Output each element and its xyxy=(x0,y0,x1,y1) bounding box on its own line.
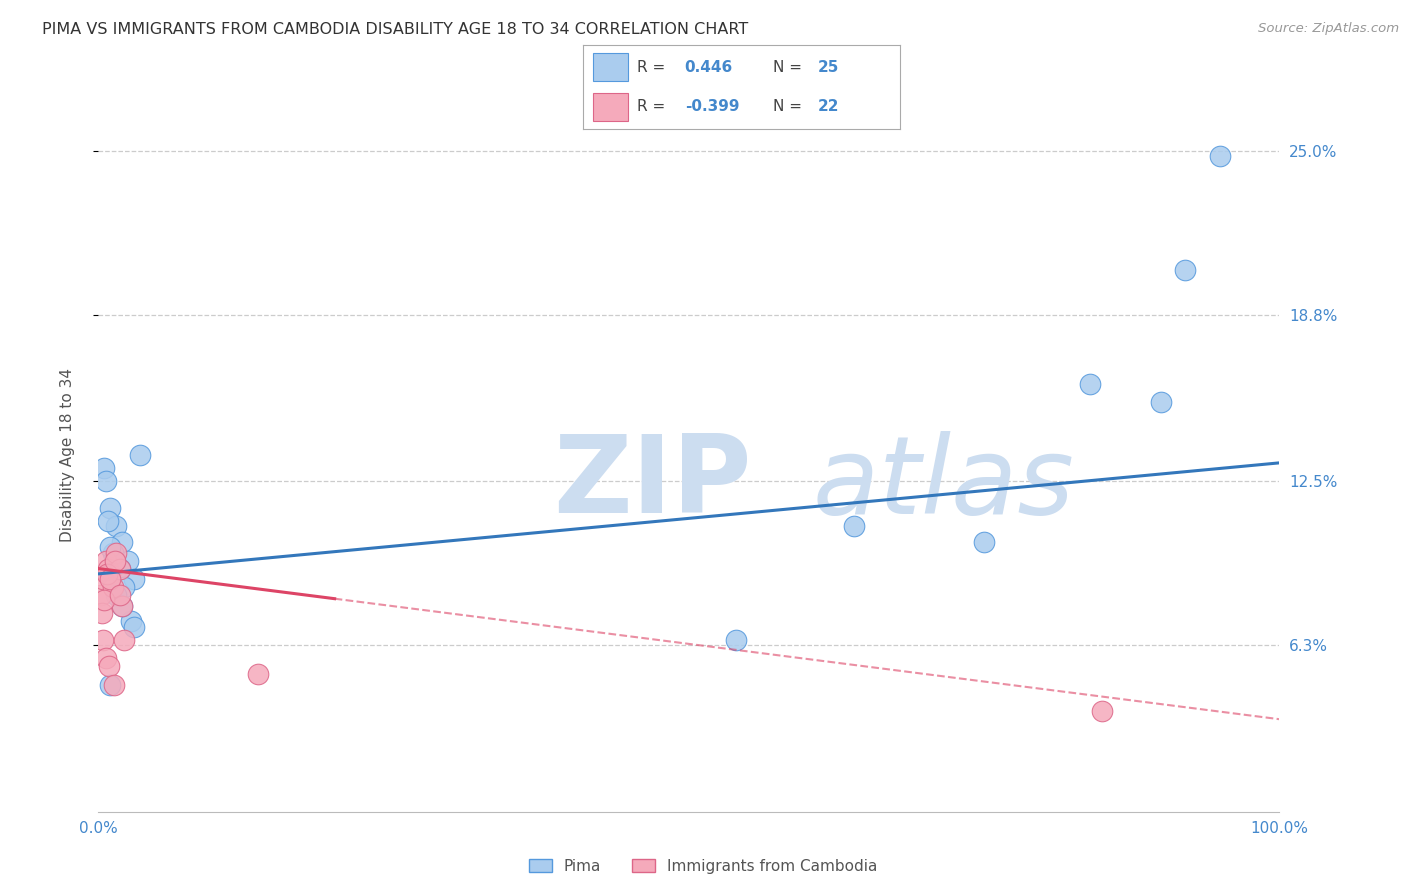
Point xyxy=(108,561,131,575)
Point xyxy=(98,541,121,555)
Point xyxy=(96,566,118,581)
Point xyxy=(111,599,134,613)
Bar xyxy=(593,93,627,120)
Point xyxy=(1174,263,1197,277)
Point xyxy=(111,599,134,613)
Text: 22: 22 xyxy=(818,99,839,114)
Point xyxy=(121,615,143,629)
Text: N =: N = xyxy=(773,60,807,75)
Point xyxy=(1091,704,1114,718)
Point xyxy=(1150,395,1173,409)
Text: N =: N = xyxy=(773,99,807,114)
Point xyxy=(112,632,135,647)
Point xyxy=(117,554,139,568)
Point xyxy=(97,514,120,528)
Point xyxy=(91,632,114,647)
Point xyxy=(128,448,150,462)
Point xyxy=(105,588,128,602)
Point xyxy=(93,461,115,475)
Point xyxy=(94,554,117,568)
Text: ZIP: ZIP xyxy=(553,431,752,536)
Point xyxy=(105,546,128,560)
Point xyxy=(104,554,127,568)
Text: 25: 25 xyxy=(818,60,839,75)
Point xyxy=(98,566,121,581)
Point xyxy=(98,678,121,692)
Point xyxy=(91,607,114,621)
Point xyxy=(98,659,121,673)
Y-axis label: Disability Age 18 to 34: Disability Age 18 to 34 xyxy=(60,368,75,542)
Point xyxy=(108,561,131,575)
Point xyxy=(94,651,117,665)
Text: Source: ZipAtlas.com: Source: ZipAtlas.com xyxy=(1258,22,1399,36)
Point xyxy=(111,535,134,549)
Point xyxy=(112,580,135,594)
Point xyxy=(1080,376,1102,391)
Point xyxy=(98,572,121,586)
Text: -0.399: -0.399 xyxy=(685,99,740,114)
Text: 0.446: 0.446 xyxy=(685,60,733,75)
Point xyxy=(108,588,131,602)
Point xyxy=(103,678,125,692)
Bar xyxy=(593,54,627,81)
Point xyxy=(97,561,120,575)
Point xyxy=(91,572,114,586)
Point xyxy=(122,572,145,586)
Point xyxy=(90,588,112,602)
Point xyxy=(105,519,128,533)
Text: PIMA VS IMMIGRANTS FROM CAMBODIA DISABILITY AGE 18 TO 34 CORRELATION CHART: PIMA VS IMMIGRANTS FROM CAMBODIA DISABIL… xyxy=(42,22,748,37)
Point xyxy=(725,632,748,647)
Text: atlas: atlas xyxy=(813,431,1074,536)
Text: R =: R = xyxy=(637,99,671,114)
Point xyxy=(1209,149,1232,163)
Point xyxy=(94,475,117,489)
Point xyxy=(973,535,995,549)
Point xyxy=(246,667,269,681)
Point xyxy=(93,593,115,607)
Point xyxy=(844,519,866,533)
Point xyxy=(101,580,124,594)
Text: R =: R = xyxy=(637,60,671,75)
Point xyxy=(122,620,145,634)
Point xyxy=(98,500,121,515)
Legend: Pima, Immigrants from Cambodia: Pima, Immigrants from Cambodia xyxy=(523,853,883,880)
Point xyxy=(101,546,124,560)
